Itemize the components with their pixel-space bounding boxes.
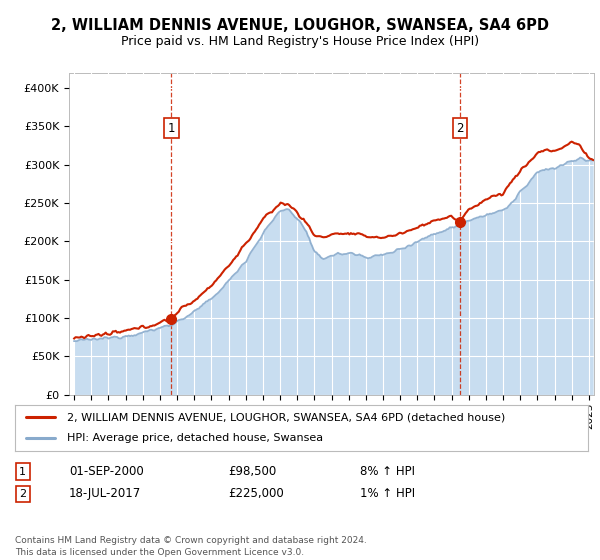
Text: 2: 2 <box>457 122 464 134</box>
Text: 2, WILLIAM DENNIS AVENUE, LOUGHOR, SWANSEA, SA4 6PD (detached house): 2, WILLIAM DENNIS AVENUE, LOUGHOR, SWANS… <box>67 412 505 422</box>
Text: 2, WILLIAM DENNIS AVENUE, LOUGHOR, SWANSEA, SA4 6PD: 2, WILLIAM DENNIS AVENUE, LOUGHOR, SWANS… <box>51 18 549 32</box>
Text: £225,000: £225,000 <box>228 487 284 501</box>
Text: 18-JUL-2017: 18-JUL-2017 <box>69 487 141 501</box>
Text: 8% ↑ HPI: 8% ↑ HPI <box>360 465 415 478</box>
Text: 01-SEP-2000: 01-SEP-2000 <box>69 465 144 478</box>
Text: 1: 1 <box>19 466 26 477</box>
Text: 2: 2 <box>19 489 26 499</box>
Text: Price paid vs. HM Land Registry's House Price Index (HPI): Price paid vs. HM Land Registry's House … <box>121 35 479 49</box>
Text: £98,500: £98,500 <box>228 465 276 478</box>
Text: HPI: Average price, detached house, Swansea: HPI: Average price, detached house, Swan… <box>67 433 323 444</box>
Text: 1: 1 <box>167 122 175 134</box>
Text: Contains HM Land Registry data © Crown copyright and database right 2024.
This d: Contains HM Land Registry data © Crown c… <box>15 536 367 557</box>
Text: 1% ↑ HPI: 1% ↑ HPI <box>360 487 415 501</box>
